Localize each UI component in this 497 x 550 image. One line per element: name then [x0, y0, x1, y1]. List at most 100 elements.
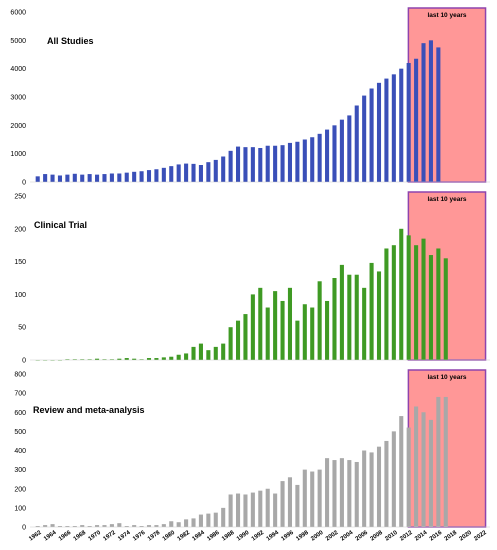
bar: [169, 521, 174, 527]
bar: [139, 171, 144, 182]
bar: [154, 358, 159, 360]
highlight-label: last 10 years: [427, 374, 466, 381]
bar: [302, 139, 307, 182]
bar: [310, 137, 315, 182]
bar: [384, 248, 389, 360]
bar: [332, 460, 337, 527]
bar: [139, 526, 144, 527]
bar: [124, 358, 129, 360]
bar: [80, 525, 85, 527]
x-tick-label: 1972: [102, 530, 117, 543]
bar: [250, 294, 255, 360]
bar: [317, 469, 322, 527]
bar: [117, 523, 122, 527]
bar: [406, 427, 411, 527]
x-tick-label: 1974: [117, 530, 132, 543]
bar: [161, 524, 166, 527]
x-tick-label: 2010: [384, 530, 399, 543]
chart-panel-0: last 10 years 0 1000 2000 3000 4000 5000 6000 Al…: [10, 7, 490, 187]
bar: [384, 78, 389, 182]
bar: [184, 163, 189, 182]
y-tick-label: 2000: [10, 123, 26, 130]
bar: [339, 458, 344, 527]
bar: [414, 406, 419, 527]
x-tick-label: 2012: [399, 530, 414, 543]
bar: [109, 173, 114, 182]
bar: [35, 176, 40, 182]
bar: [213, 512, 218, 527]
bar: [406, 63, 411, 182]
bar: [35, 526, 40, 527]
bar: [198, 165, 203, 182]
bar: [258, 287, 263, 360]
y-tick-label: 50: [18, 325, 26, 332]
bar: [384, 440, 389, 527]
bar: [273, 493, 278, 527]
bar: [87, 359, 92, 360]
bar: [228, 327, 233, 360]
bar: [102, 174, 107, 182]
bar: [124, 526, 129, 527]
bar: [221, 507, 226, 527]
bar: [295, 484, 300, 527]
bar: [72, 359, 77, 360]
y-tick-label: 200: [14, 226, 26, 233]
x-tick-label: 1990: [236, 530, 251, 543]
bar: [280, 145, 285, 182]
x-tick-label: 1980: [162, 530, 177, 543]
bar: [325, 300, 330, 360]
bar: [399, 68, 404, 182]
bar: [176, 522, 181, 527]
highlight-region: [407, 7, 487, 183]
chart-panel-2: last 10 years 0 100 200 300 400 500 600 700 800 Re…: [14, 369, 490, 532]
bar: [287, 142, 293, 182]
bar: [191, 346, 196, 360]
bar: [117, 358, 122, 360]
bar: [414, 245, 419, 360]
bar: [265, 145, 270, 182]
x-tick-label: 1970: [88, 530, 103, 543]
x-tick-label: 1994: [266, 530, 281, 543]
y-tick-label: 6000: [10, 10, 26, 17]
bar: [154, 169, 159, 182]
bar: [302, 469, 307, 527]
bar: [317, 281, 322, 360]
bar: [287, 287, 293, 360]
bar: [43, 525, 48, 527]
bar: [198, 514, 203, 527]
bar: [95, 358, 100, 360]
bar: [258, 490, 263, 527]
bar: [206, 513, 211, 527]
bar: [243, 494, 248, 527]
bar: [302, 304, 307, 360]
bar: [50, 524, 55, 527]
x-tick-label: 1968: [73, 530, 88, 543]
bar: [176, 164, 181, 182]
x-tick-label: 2022: [473, 530, 488, 543]
x-tick-label: 1962: [28, 530, 43, 543]
bar: [354, 461, 359, 527]
bar: [80, 359, 85, 360]
bar: [428, 40, 433, 183]
bar: [57, 175, 63, 182]
bar: [332, 125, 337, 182]
bar: [250, 492, 255, 527]
bar: [124, 172, 129, 182]
bar: [65, 359, 70, 360]
bar: [109, 359, 114, 360]
y-tick-label: 600: [14, 410, 26, 417]
bar: [347, 460, 352, 527]
bar: [221, 156, 226, 182]
bar: [139, 359, 144, 360]
panel-title: Review and meta-analysis: [33, 405, 145, 415]
y-tick-label: 150: [14, 259, 26, 266]
bar: [362, 95, 367, 182]
bar: [310, 307, 315, 360]
bar: [339, 264, 344, 360]
y-tick-label: 400: [14, 448, 26, 455]
bar: [161, 167, 166, 182]
bar: [57, 526, 63, 527]
bar: [332, 278, 337, 360]
bar: [428, 419, 433, 527]
